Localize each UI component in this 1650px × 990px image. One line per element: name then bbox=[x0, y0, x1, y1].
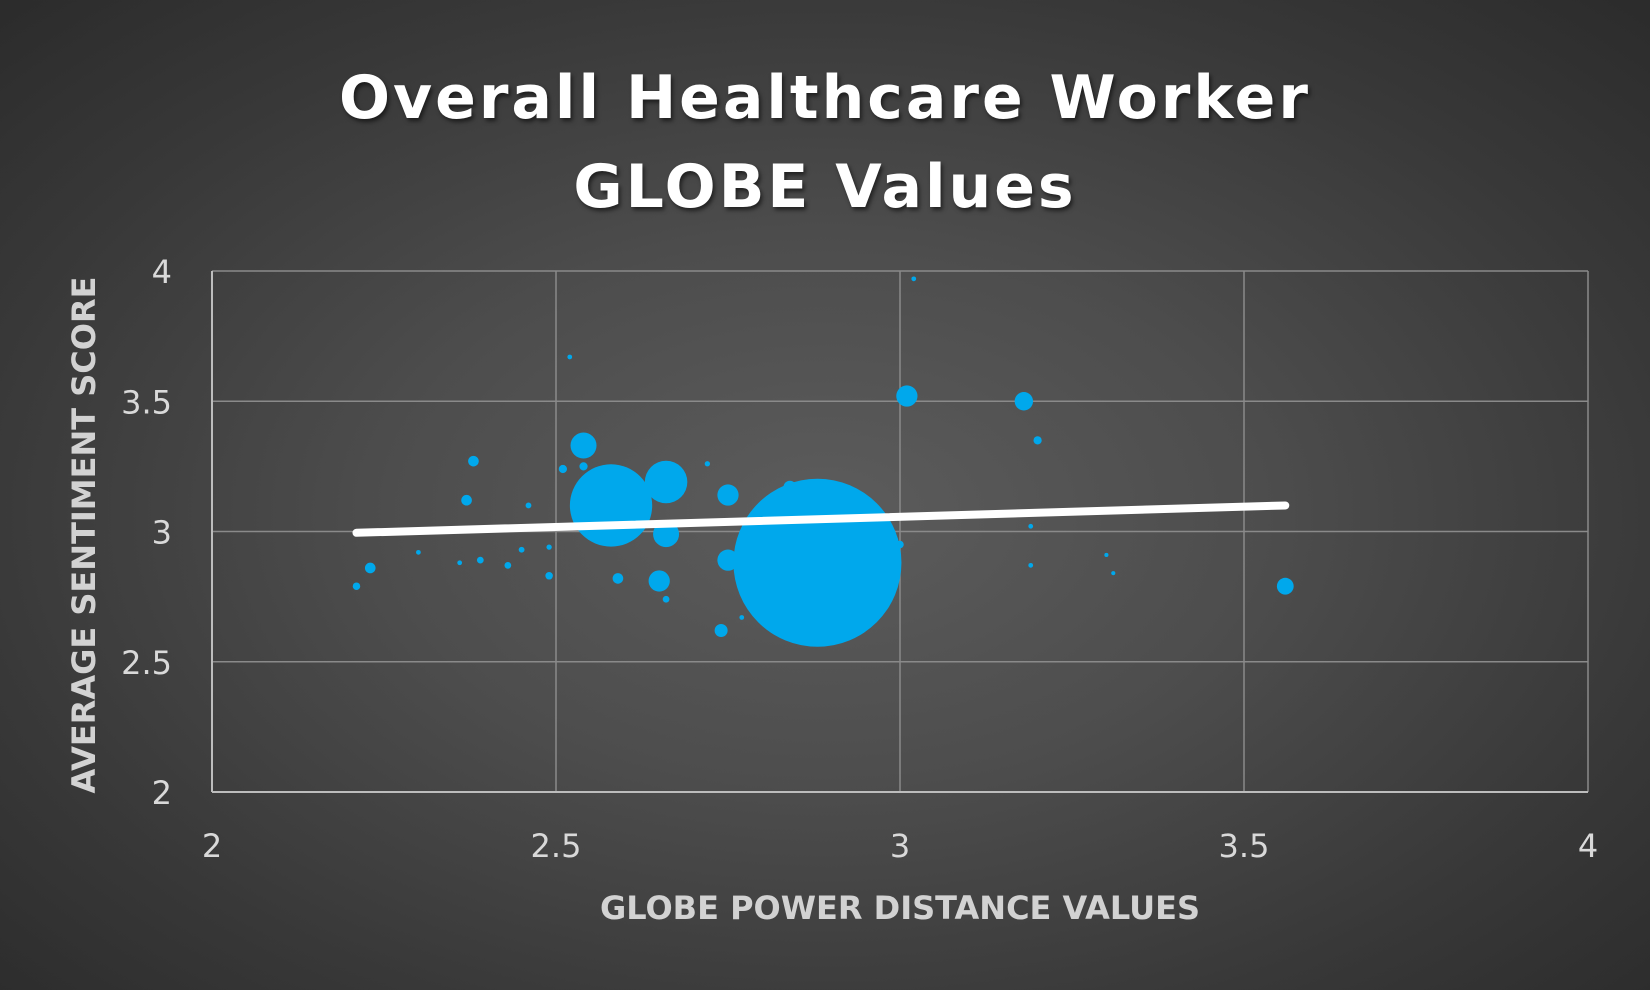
bubble-point bbox=[364, 562, 376, 574]
bubble-point bbox=[416, 549, 421, 555]
bubble-point bbox=[468, 455, 479, 467]
x-tick-label: 3.5 bbox=[1219, 827, 1270, 865]
bubble-point bbox=[1276, 577, 1294, 595]
bubble-point bbox=[1033, 436, 1042, 445]
bubble-point bbox=[648, 570, 670, 592]
x-axis-title: GLOBE POWER DISTANCE VALUES bbox=[599, 889, 1201, 927]
trendline-layer bbox=[352, 501, 1290, 537]
y-tick-label: 3 bbox=[152, 514, 172, 552]
bubble-point bbox=[457, 560, 463, 566]
bubble-point bbox=[570, 432, 597, 459]
bubble-point bbox=[704, 461, 711, 467]
bubble-point bbox=[1014, 392, 1034, 411]
x-tick-label: 3 bbox=[890, 827, 910, 865]
bubble-point bbox=[546, 544, 552, 550]
bubble-point bbox=[717, 549, 739, 571]
bubble-point bbox=[896, 540, 904, 549]
bubble-series bbox=[352, 276, 1294, 647]
axes bbox=[211, 271, 1588, 793]
bubble-point bbox=[644, 460, 688, 504]
bubble-point bbox=[911, 276, 917, 282]
bubble-point bbox=[461, 494, 472, 506]
bubble-point bbox=[717, 484, 739, 506]
y-tick-label: 2.5 bbox=[121, 644, 172, 682]
y-tick-label: 4 bbox=[152, 253, 172, 291]
bubble-point bbox=[714, 623, 728, 637]
bubble-point bbox=[1104, 552, 1109, 558]
x-tick-label: 2.5 bbox=[531, 827, 582, 865]
bubble-point bbox=[896, 385, 918, 407]
x-tick-label: 2 bbox=[202, 827, 222, 865]
y-tick-labels: 2 2.5 3 3.5 4 bbox=[121, 253, 172, 812]
x-tick-labels: 2 2.5 3 3.5 4 bbox=[202, 827, 1598, 865]
bubble-point bbox=[352, 582, 361, 590]
bubble-point bbox=[569, 464, 653, 547]
bubble-point bbox=[1028, 562, 1034, 568]
bubble-point bbox=[1111, 571, 1116, 576]
y-tick-label: 3.5 bbox=[121, 383, 172, 421]
bubble-point bbox=[567, 354, 573, 360]
bubble-point bbox=[739, 615, 745, 620]
y-axis-title: AVERAGE SENTIMENT SCORE bbox=[65, 276, 103, 794]
bubble-point bbox=[612, 573, 624, 584]
bubble-point bbox=[579, 462, 588, 471]
trendline bbox=[352, 501, 1290, 537]
bubble-point bbox=[1028, 523, 1034, 529]
chart-title-line-2: GLOBE Values bbox=[573, 152, 1077, 222]
x-tick-label: 4 bbox=[1578, 827, 1598, 865]
bubble-point bbox=[518, 546, 525, 553]
bubble-point bbox=[783, 480, 797, 494]
bubble-point bbox=[476, 556, 484, 564]
bubble-point bbox=[558, 464, 567, 474]
bubble-point bbox=[662, 595, 670, 603]
bubble-point bbox=[525, 502, 532, 509]
bubble-point bbox=[545, 572, 553, 580]
chart-title-line-1: Overall Healthcare Worker bbox=[339, 63, 1311, 133]
y-tick-label: 2 bbox=[152, 774, 172, 812]
bubble-point bbox=[504, 562, 512, 569]
bubble-point bbox=[733, 478, 902, 647]
